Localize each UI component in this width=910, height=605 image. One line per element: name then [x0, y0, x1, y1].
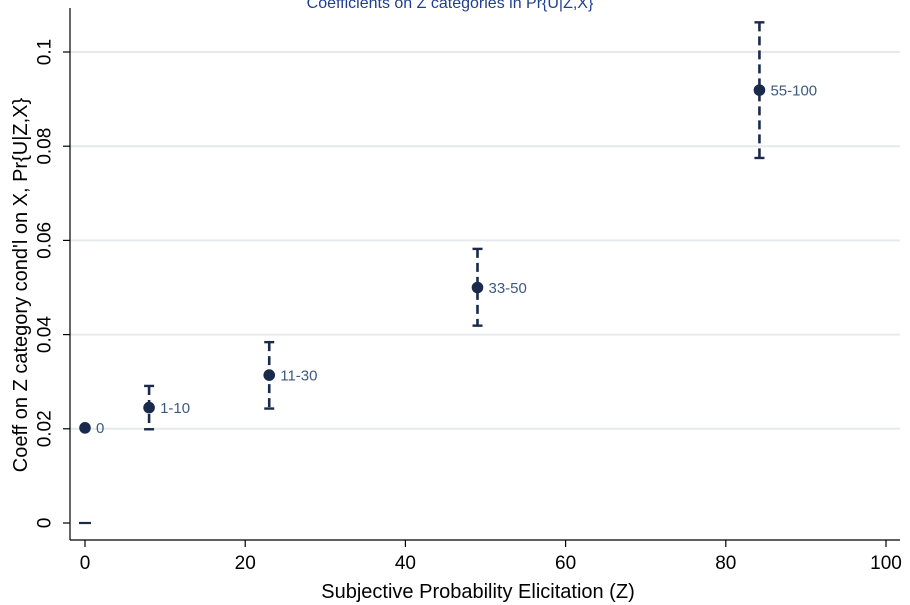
x-tick-label: 0 [80, 553, 91, 574]
point-label: 33-50 [488, 280, 526, 297]
y-tick-label: 0.02 [35, 410, 56, 447]
point-label: 55-100 [770, 82, 817, 99]
chart-title: Coefficients on Z categories in Pr{U|Z,X… [307, 0, 594, 12]
x-tick-label: 40 [395, 553, 416, 574]
point-label: 11-30 [280, 367, 317, 384]
axes [69, 8, 900, 541]
data-point [753, 84, 766, 96]
y-tick-label: 0.06 [35, 222, 56, 259]
data-point [143, 401, 155, 414]
y-tick-label: 0.1 [35, 39, 56, 65]
y-tick-label: 0 [35, 518, 56, 529]
data-point [263, 369, 276, 381]
y-tick-label: 0.04 [35, 316, 56, 353]
x-tick-label: 80 [715, 553, 736, 574]
data-marks: 0 1-10 11-30 33-50 55-100 [79, 21, 817, 525]
x-tick-label: 60 [555, 553, 576, 574]
data-point [79, 422, 91, 434]
data-point [471, 281, 484, 294]
point-label: 1-10 [160, 400, 190, 417]
y-tick-label: 0.08 [35, 128, 56, 165]
y-axis-label: Coeff on Z category cond'l on X, Pr{U|Z,… [10, 97, 32, 472]
x-tick-label: 20 [235, 553, 256, 574]
grid-lines [70, 51, 900, 430]
x-axis-label: Subjective Probability Elicitation (Z) [321, 581, 634, 603]
point-label: 0 [96, 420, 104, 437]
x-tick-label: 100 [870, 553, 902, 574]
axis-ticks: 0 0.02 0.04 0.06 0.08 0.1 0 20 40 60 80 100 [35, 39, 902, 574]
